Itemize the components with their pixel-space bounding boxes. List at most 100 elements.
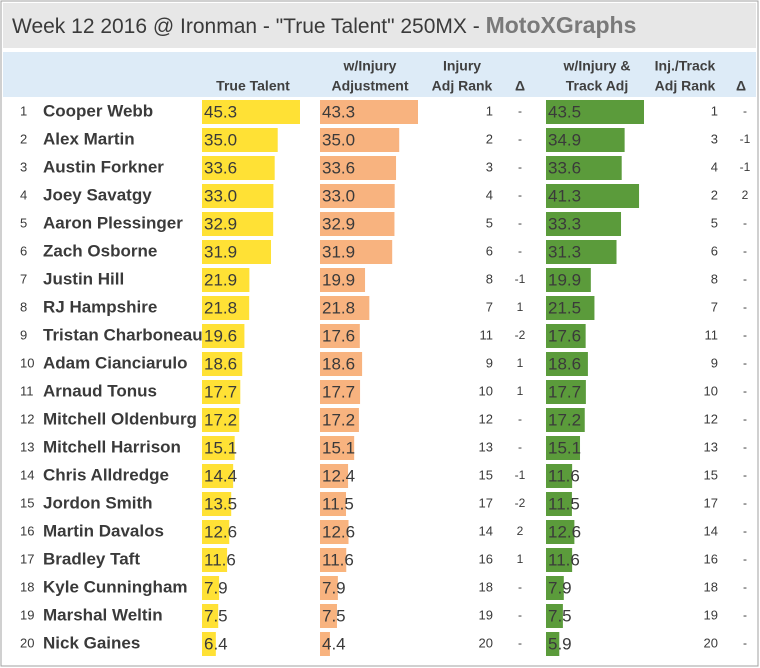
injury-adjustment-value: 43.3: [322, 102, 355, 121]
true-talent-bar: [202, 492, 232, 516]
injury-rank: 17: [479, 495, 493, 510]
true-talent-value: 33.6: [204, 158, 237, 177]
track-delta: -: [743, 608, 747, 622]
injury-delta: 1: [517, 300, 524, 314]
track-rank: 19: [704, 607, 718, 622]
row-number: 15: [20, 495, 34, 510]
track-delta: -: [743, 244, 747, 258]
true-talent-bar: [202, 464, 234, 488]
row-number: 6: [20, 243, 27, 258]
row-number: 11: [20, 383, 34, 398]
column-header: Injury: [443, 58, 481, 74]
column-header: Δ: [736, 78, 746, 94]
injury-rank: 15: [479, 467, 493, 482]
track-adjustment-value: 7.9: [548, 578, 572, 597]
column-header: Adj Rank: [655, 78, 716, 94]
true-talent-value: 14.4: [204, 466, 237, 485]
track-adjustment-bar: [546, 380, 586, 404]
track-delta: -: [743, 440, 747, 454]
track-rank: 4: [711, 159, 718, 174]
injury-adjustment-bar: [320, 548, 347, 572]
track-rank: 10: [704, 383, 718, 398]
track-delta: -: [743, 104, 747, 118]
injury-adjustment-value: 31.9: [322, 242, 355, 261]
injury-adjustment-bar: [320, 436, 355, 460]
rider-name: Bradley Taft: [43, 549, 140, 568]
injury-delta: 1: [517, 384, 524, 398]
column-header: True Talent: [216, 78, 290, 94]
injury-adjustment-value: 7.9: [322, 578, 346, 597]
rider-name: Mitchell Oldenburg: [43, 409, 197, 428]
injury-adjustment-value: 15.1: [322, 438, 355, 457]
true-talent-value: 12.6: [204, 522, 237, 541]
row-number: 14: [20, 467, 34, 482]
row-number: 16: [20, 523, 34, 538]
title: Week 12 2016 @ Ironman - "True Talent" 2…: [12, 12, 636, 38]
injury-delta: -: [518, 216, 522, 230]
injury-delta: -: [518, 188, 522, 202]
injury-rank: 19: [479, 607, 493, 622]
rider-name: Kyle Cunningham: [43, 577, 188, 596]
injury-adjustment-bar: [320, 268, 366, 292]
track-adjustment-value: 41.3: [548, 186, 581, 205]
track-adjustment-bar: [546, 212, 622, 236]
column-header: Track Adj: [566, 78, 629, 94]
column-header: Inj./Track: [655, 58, 716, 74]
track-rank: 7: [711, 299, 718, 314]
track-delta: -: [743, 328, 747, 342]
injury-adjustment-bar: [320, 184, 395, 208]
column-header: w/Injury: [343, 58, 397, 74]
injury-adjustment-bar: [320, 632, 330, 656]
injury-adjustment-value: 17.2: [322, 410, 355, 429]
track-adjustment-value: 15.1: [548, 438, 581, 457]
injury-adjustment-bar: [320, 324, 360, 348]
injury-adjustment-value: 11.6: [322, 550, 354, 569]
track-delta: -: [743, 384, 747, 398]
column-header: w/Injury &: [563, 58, 631, 74]
track-adjustment-bar: [546, 576, 564, 600]
track-rank: 13: [704, 439, 718, 454]
injury-adjustment-bar: [320, 464, 349, 488]
rider-name: Justin Hill: [43, 269, 124, 288]
rider-name: Alex Martin: [43, 129, 135, 148]
injury-rank: 13: [479, 439, 493, 454]
true-talent-bar: [202, 632, 216, 656]
rider-name: Aaron Plessinger: [43, 213, 183, 232]
row-number: 13: [20, 439, 34, 454]
track-adjustment-value: 7.5: [548, 606, 572, 625]
injury-delta: -2: [515, 496, 526, 510]
rider-name: Nick Gaines: [43, 633, 140, 652]
track-adjustment-bar: [546, 436, 581, 460]
track-rank: 16: [704, 551, 718, 566]
track-rank: 2: [711, 187, 718, 202]
column-header: Adj Rank: [432, 78, 493, 94]
true-talent-value: 17.7: [204, 382, 237, 401]
column-header: Adjustment: [332, 78, 409, 94]
rider-name: Tristan Charboneau: [43, 325, 203, 344]
injury-adjustment-value: 17.7: [322, 382, 355, 401]
row-number: 18: [20, 579, 34, 594]
row-number: 12: [20, 411, 34, 426]
rider-name: Chris Alldredge: [43, 465, 169, 484]
true-talent-value: 6.4: [204, 634, 228, 653]
injury-adjustment-value: 18.6: [322, 354, 355, 373]
header-bg: [3, 52, 756, 97]
injury-adjustment-value: 7.5: [322, 606, 346, 625]
row-number: 8: [20, 299, 27, 314]
injury-adjustment-bar: [320, 604, 337, 628]
track-rank: 18: [704, 579, 718, 594]
track-rank: 17: [704, 495, 718, 510]
injury-rank: 11: [480, 327, 494, 342]
injury-delta: 1: [517, 552, 524, 566]
rider-name: Cooper Webb: [43, 101, 153, 120]
track-rank: 12: [704, 411, 718, 426]
true-talent-bar: [202, 128, 278, 152]
track-adjustment-value: 11.5: [548, 494, 580, 513]
true-talent-bar: [202, 268, 250, 292]
true-talent-bar: [202, 352, 243, 376]
track-adjustment-bar: [546, 240, 617, 264]
true-talent-value: 33.0: [204, 186, 237, 205]
track-rank: 14: [704, 523, 718, 538]
row-number: 1: [20, 103, 27, 118]
